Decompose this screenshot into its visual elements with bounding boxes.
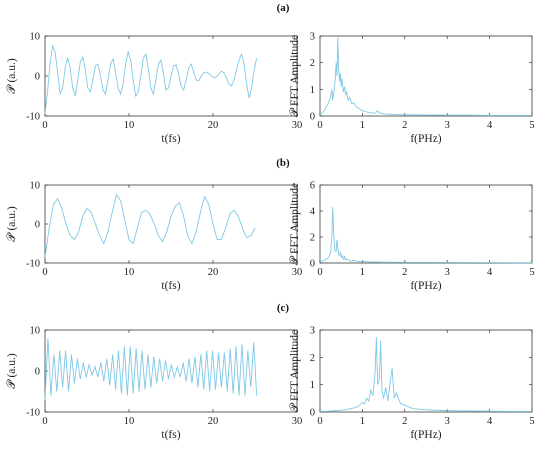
x-tick-label: 0 — [42, 267, 47, 278]
y-axis-label: 𝒫 FFT Amplitude — [289, 35, 301, 117]
y-tick-label: 2 — [310, 58, 315, 69]
y-tick-label: 4 — [310, 207, 316, 218]
x-tick-label: 3 — [445, 416, 450, 427]
y-tick-label: 3 — [310, 32, 315, 43]
x-axis-label: f(PHz) — [410, 280, 441, 292]
x-axis-label: t(fs) — [161, 280, 180, 292]
x-axis-label: t(fs) — [161, 133, 180, 145]
x-tick-label: 1 — [360, 416, 365, 427]
x-tick-label: 2 — [402, 416, 407, 427]
y-tick-label: -10 — [26, 112, 40, 123]
y-axis-label: 𝒫 (a.u.) — [6, 206, 18, 242]
y-tick-label: 6 — [310, 181, 315, 192]
x-tick-label: 5 — [529, 120, 534, 131]
x-tick-label: 0 — [317, 120, 322, 131]
x-tick-label: 1 — [360, 267, 365, 278]
series-line — [44, 44, 258, 115]
x-tick-label: 10 — [124, 416, 135, 427]
plot-area — [319, 329, 533, 413]
x-axis-label: f(PHz) — [410, 429, 441, 441]
chart-c-fft: 0 1 2 3 4 5 0 1 2 3 f(PHz) 𝒫 FFT Amplitude — [289, 326, 535, 442]
y-tick-label: -10 — [26, 259, 40, 270]
y-tick-label: -10 — [26, 408, 40, 419]
y-tick-label: 1 — [310, 380, 315, 391]
x-tick-label: 3 — [445, 120, 450, 131]
chart-a-fft: 0 1 2 3 4 5 0 1 2 3 f(PHz) 𝒫 FFT Amplitude — [289, 32, 535, 146]
y-tick-label: 2 — [310, 353, 315, 364]
x-tick-label: 0 — [317, 416, 322, 427]
x-tick-label: 4 — [487, 416, 493, 427]
y-tick-label: 0 — [310, 112, 315, 123]
x-tick-label: 0 — [317, 267, 322, 278]
x-tick-label: 2 — [402, 267, 407, 278]
panel-label-c: (c) — [277, 302, 290, 314]
panel-label-a: (a) — [277, 2, 290, 14]
x-tick-label: 0 — [42, 416, 47, 427]
x-tick-label: 3 — [445, 267, 450, 278]
x-tick-label: 1 — [360, 120, 365, 131]
y-axis-label: 𝒫 FFT Amplitude — [289, 330, 301, 412]
plot-area — [319, 35, 533, 117]
series-line — [319, 37, 532, 116]
y-tick-label: 0 — [35, 367, 40, 378]
plot-area — [319, 184, 533, 264]
panel-label-b: (b) — [276, 157, 290, 169]
y-axis-label: 𝒫 (a.u.) — [6, 58, 18, 94]
x-tick-label: 5 — [529, 267, 534, 278]
x-tick-label: 4 — [487, 120, 493, 131]
x-tick-label: 2 — [402, 120, 407, 131]
y-tick-label: 10 — [30, 181, 41, 192]
y-axis-label: 𝒫 (a.u.) — [6, 353, 18, 389]
x-axis-label: t(fs) — [161, 429, 180, 441]
series-line — [44, 338, 258, 400]
series-line — [44, 193, 256, 258]
x-tick-label: 5 — [529, 416, 534, 427]
chart-b-fft: 0 1 2 3 4 5 0 2 4 6 f(PHz) 𝒫 FFT Amplitude — [289, 181, 535, 293]
x-tick-label: 10 — [124, 120, 135, 131]
y-tick-label: 1 — [310, 85, 315, 96]
y-tick-label: 0 — [35, 220, 40, 231]
x-axis-label: f(PHz) — [410, 133, 441, 145]
x-tick-label: 30 — [292, 416, 303, 427]
plot-area — [44, 184, 298, 264]
y-tick-label: 0 — [310, 408, 315, 419]
y-tick-label: 0 — [310, 259, 315, 270]
y-tick-label: 2 — [310, 233, 315, 244]
x-tick-label: 20 — [208, 416, 219, 427]
x-tick-label: 20 — [208, 267, 219, 278]
series-line — [319, 207, 533, 264]
y-tick-label: 0 — [35, 72, 40, 83]
x-tick-label: 30 — [292, 267, 303, 278]
series-line — [319, 336, 532, 412]
x-tick-label: 10 — [124, 267, 135, 278]
x-tick-label: 30 — [292, 120, 303, 131]
x-tick-label: 0 — [42, 120, 47, 131]
x-tick-label: 4 — [487, 267, 493, 278]
y-tick-label: 3 — [310, 326, 315, 337]
y-axis-label: 𝒫 FFT Amplitude — [289, 183, 301, 265]
y-tick-label: 10 — [30, 326, 41, 337]
plot-area — [44, 329, 298, 413]
x-tick-label: 20 — [208, 120, 219, 131]
y-tick-label: 10 — [30, 32, 41, 43]
